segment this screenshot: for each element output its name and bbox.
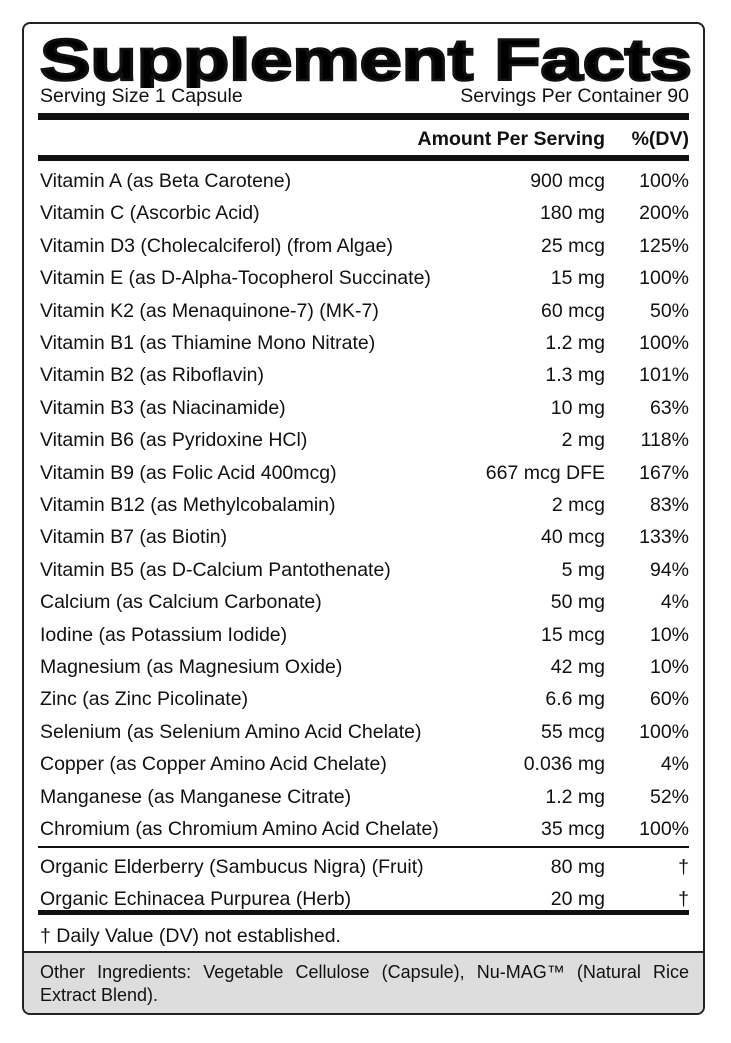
amount: 15 mg xyxy=(550,267,605,290)
daily-value: 4% xyxy=(660,591,689,614)
daily-value: 101% xyxy=(639,364,689,387)
amount: 60 mcg xyxy=(541,299,605,322)
daily-value: 133% xyxy=(639,526,689,549)
thin-rule xyxy=(38,846,689,848)
nutrient-name: Vitamin B7 (as Biotin) xyxy=(40,526,228,549)
nutrient-name: Vitamin D3 (Cholecalciferol) (from Algae… xyxy=(40,234,393,257)
nutrient-name: Vitamin A (as Beta Carotene) xyxy=(40,170,292,192)
nutrient-name: Vitamin B1 (as Thiamine Mono Nitrate) xyxy=(40,332,376,354)
nutrient-name: Vitamin E (as D-Alpha-Tocopherol Succina… xyxy=(40,267,431,290)
daily-value: 167% xyxy=(639,461,689,484)
amount: 15 mcg xyxy=(541,623,605,646)
daily-value: 100% xyxy=(639,170,689,192)
amount: 42 mg xyxy=(550,656,605,678)
daily-value: 10% xyxy=(649,623,689,646)
amount: 80 mg xyxy=(550,856,605,878)
amount: 667 mcg DFE xyxy=(485,461,605,484)
amount: 1.3 mg xyxy=(545,364,605,387)
amount: 1.2 mg xyxy=(545,785,605,808)
amount: 5 mg xyxy=(561,558,605,581)
amount: 10 mg xyxy=(550,396,605,419)
daily-value: 60% xyxy=(649,688,689,711)
nutrient-name: Vitamin B9 (as Folic Acid 400mcg) xyxy=(40,461,337,484)
daily-value: 118% xyxy=(640,429,689,452)
amount: 6.6 mg xyxy=(545,688,605,711)
nutrient-name: Organic Echinacea Purpurea (Herb) xyxy=(40,888,352,910)
amount: 50 mg xyxy=(550,591,605,614)
title: Supplement Facts xyxy=(40,30,692,88)
amount: 1.2 mg xyxy=(545,332,605,354)
supplement-facts-label: Supplement Facts Serving Size 1 Capsule … xyxy=(22,22,705,1015)
daily-value: 83% xyxy=(649,494,689,516)
amount: 40 mcg xyxy=(541,526,605,549)
amount: 0.036 mg xyxy=(523,753,605,776)
dv-header: %(DV) xyxy=(631,128,689,150)
amount: 25 mcg xyxy=(541,234,605,257)
daily-value: † xyxy=(678,856,689,878)
nutrient-name: Vitamin K2 (as Menaquinone-7) (MK-7) xyxy=(40,299,379,322)
nutrient-name: Selenium (as Selenium Amino Acid Chelate… xyxy=(40,720,422,743)
daily-value: 10% xyxy=(649,656,689,678)
nutrient-name: Chromium (as Chromium Amino Acid Chelate… xyxy=(40,818,439,840)
nutrient-name: Vitamin C (Ascorbic Acid) xyxy=(40,202,260,225)
daily-value: 94% xyxy=(649,558,689,581)
nutrient-name: Manganese (as Manganese Citrate) xyxy=(40,785,352,808)
amount: 55 mcg xyxy=(541,720,605,743)
other-ingredients-box: Other Ingredients: Vegetable Cellulose (… xyxy=(24,951,703,1013)
title-svg: Supplement Facts xyxy=(40,30,693,88)
nutrient-name: Calcium (as Calcium Carbonate) xyxy=(40,591,322,614)
amount: 900 mcg xyxy=(530,170,605,192)
daily-value: 100% xyxy=(639,267,689,290)
nutrient-name: Vitamin B5 (as D-Calcium Pantothenate) xyxy=(40,558,391,581)
thick-rule xyxy=(38,910,689,915)
nutrient-name: Vitamin B3 (as Niacinamide) xyxy=(40,396,286,419)
serving-size: Serving Size 1 Capsule xyxy=(40,85,243,107)
daily-value: 100% xyxy=(639,818,689,840)
nutrient-name: Zinc (as Zinc Picolinate) xyxy=(40,688,249,711)
daily-value: 4% xyxy=(660,753,689,776)
nutrient-name: Magnesium (as Magnesium Oxide) xyxy=(40,656,343,678)
daily-value: 50% xyxy=(649,299,689,322)
other-ingredients: Other Ingredients: Vegetable Cellulose (… xyxy=(40,962,689,1005)
thick-rule xyxy=(38,155,689,161)
amount: 20 mg xyxy=(550,888,605,910)
amount: 2 mcg xyxy=(551,494,605,516)
footnote: † Daily Value (DV) not established. xyxy=(40,925,341,947)
servings-per-container: Servings Per Container 90 xyxy=(460,85,689,107)
daily-value: 63% xyxy=(649,396,689,419)
daily-value: 100% xyxy=(639,332,689,354)
daily-value: 125% xyxy=(639,234,689,257)
daily-value: 100% xyxy=(639,720,689,743)
amount-header: Amount Per Serving xyxy=(417,128,605,150)
amount: 35 mcg xyxy=(541,818,605,840)
daily-value: † xyxy=(678,888,689,910)
nutrient-name: Iodine (as Potassium Iodide) xyxy=(40,623,288,646)
daily-value: 52% xyxy=(649,785,689,808)
nutrient-name: Vitamin B6 (as Pyridoxine HCl) xyxy=(40,429,308,452)
thick-rule xyxy=(38,113,689,120)
nutrient-name: Organic Elderberry (Sambucus Nigra) (Fru… xyxy=(40,856,424,878)
daily-value: 200% xyxy=(639,202,689,225)
nutrient-name: Copper (as Copper Amino Acid Chelate) xyxy=(40,753,387,776)
nutrient-name: Vitamin B2 (as Riboflavin) xyxy=(40,364,264,387)
nutrient-name: Vitamin B12 (as Methylcobalamin) xyxy=(40,494,336,516)
amount: 180 mg xyxy=(539,202,605,225)
amount: 2 mg xyxy=(561,429,605,452)
